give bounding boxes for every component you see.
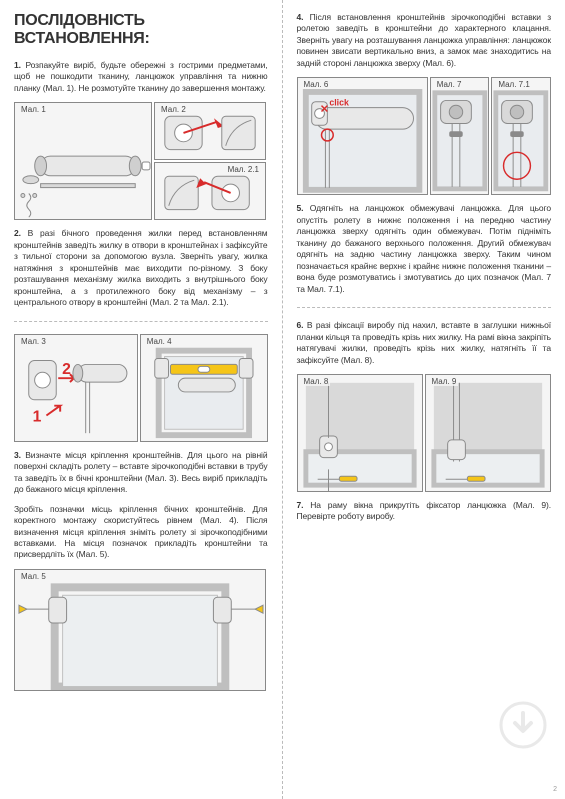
chain-limiter-zoom-icon xyxy=(492,77,550,195)
step-4: 4. Після встановлення кронштейнів зірочк… xyxy=(297,12,552,69)
level-icon xyxy=(141,334,267,442)
step-3b: Зробіть позначки місць кріплення бічних … xyxy=(14,504,268,561)
figure-2-1: Мал. 2.1 xyxy=(154,162,266,220)
fig-label: Мал. 7.1 xyxy=(496,80,531,89)
svg-text:2: 2 xyxy=(62,361,71,378)
figure-7: Мал. 7 xyxy=(430,77,490,195)
figure-7-1: Мал. 7.1 xyxy=(491,77,551,195)
figure-4: Мал. 4 xyxy=(140,334,268,442)
fig-label: Мал. 1 xyxy=(19,105,48,114)
click-label: click xyxy=(329,98,349,108)
drill-brackets-icon xyxy=(15,569,265,691)
chain-limiter-icon xyxy=(431,77,489,195)
fig-label: Мал. 2 xyxy=(159,105,188,114)
fig-label: Мал. 3 xyxy=(19,337,48,346)
fig-label: Мал. 5 xyxy=(19,572,48,581)
fig-row-1-2: Мал. 1 xyxy=(14,102,268,220)
assembly-icon: 2 1 xyxy=(15,334,137,442)
fig-label: Мал. 6 xyxy=(302,80,331,89)
right-column: 4. Після встановлення кронштейнів зірочк… xyxy=(283,0,565,799)
figure-2: Мал. 2 xyxy=(154,102,266,160)
divider xyxy=(297,307,552,308)
step-2: 2. В разі бічного проведення жилки перед… xyxy=(14,228,268,308)
step-3: 3. Визначте місця кріплення кронштейнів.… xyxy=(14,450,268,496)
step-5: 5. Одягніть на ланцюжок обмежувачі ланцю… xyxy=(297,203,552,295)
fig-row-3-4: Мал. 3 2 1 Мал. 4 xyxy=(14,334,268,442)
figure-5: Мал. 5 xyxy=(14,569,266,691)
click-install-icon: click xyxy=(298,77,427,195)
watermark-icon xyxy=(499,701,547,749)
fig-row-6-7: Мал. 6 click Мал. 7 xyxy=(297,77,552,195)
chain-fixer-icon xyxy=(426,374,550,492)
divider xyxy=(14,321,268,322)
page: ПОСЛІДОВНІСТЬ ВСТАНОВЛЕННЯ: 1. Розпакуйт… xyxy=(0,0,565,799)
step-7: 7. На раму вікна прикрутіть фіксатор лан… xyxy=(297,500,552,523)
figure-1: Мал. 1 xyxy=(14,102,152,220)
figure-6: Мал. 6 click xyxy=(297,77,428,195)
figure-8: Мал. 8 xyxy=(297,374,423,492)
fig-row-8-9: Мал. 8 Мал. 9 xyxy=(297,374,552,492)
fig-label: Мал. 9 xyxy=(430,377,459,386)
svg-text:1: 1 xyxy=(33,408,42,425)
page-number: 2 xyxy=(553,786,557,793)
figure-9: Мал. 9 xyxy=(425,374,551,492)
fig-label: Мал. 8 xyxy=(302,377,331,386)
figure-3: Мал. 3 2 1 xyxy=(14,334,138,442)
fig-label: Мал. 4 xyxy=(145,337,174,346)
step-6: 6. В разі фіксації виробу під нахил, вст… xyxy=(297,320,552,366)
page-title: ПОСЛІДОВНІСТЬ ВСТАНОВЛЕННЯ: xyxy=(14,12,268,48)
fig-label: Мал. 7 xyxy=(435,80,464,89)
fig-2-stack: Мал. 2 Мал. 2.1 xyxy=(154,102,266,220)
fig-label: Мал. 2.1 xyxy=(226,165,261,174)
tensioner-icon xyxy=(298,374,422,492)
roller-parts-icon xyxy=(15,102,151,220)
left-column: ПОСЛІДОВНІСТЬ ВСТАНОВЛЕННЯ: 1. Розпакуйт… xyxy=(0,0,283,799)
step-1: 1. Розпакуйте виріб, будьте обережні з г… xyxy=(14,60,268,94)
